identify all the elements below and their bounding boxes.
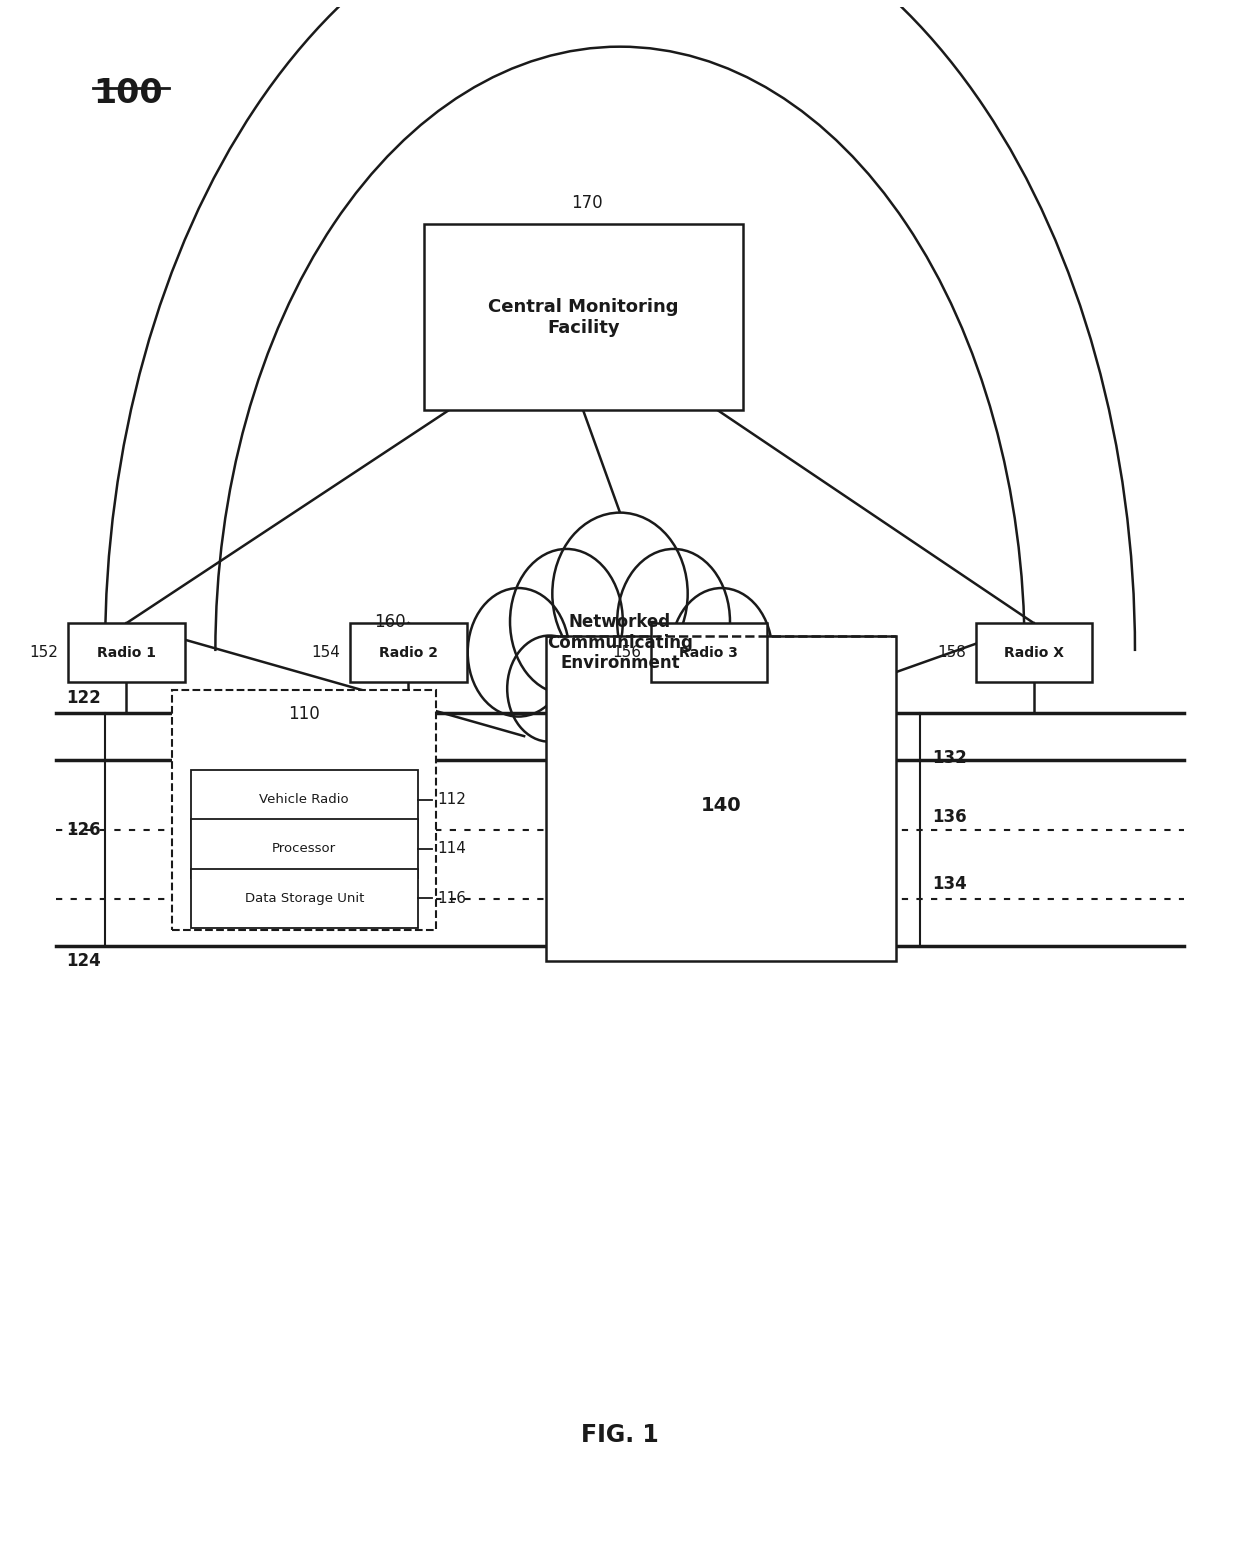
- Text: 114: 114: [438, 841, 466, 857]
- Text: Radio 2: Radio 2: [379, 645, 438, 659]
- Ellipse shape: [611, 645, 691, 744]
- Bar: [651, 623, 768, 683]
- Text: 126: 126: [66, 821, 100, 838]
- Text: 152: 152: [30, 645, 58, 661]
- Text: 134: 134: [932, 875, 967, 893]
- Text: Vehicle Radio: Vehicle Radio: [259, 794, 350, 806]
- Text: Radio 1: Radio 1: [97, 645, 156, 659]
- Ellipse shape: [467, 589, 569, 717]
- Text: 116: 116: [438, 891, 466, 905]
- Text: 136: 136: [932, 808, 967, 827]
- Text: Radio 3: Radio 3: [680, 645, 738, 659]
- Text: 154: 154: [311, 645, 341, 661]
- Text: 112: 112: [438, 792, 466, 808]
- Text: FIG. 1: FIG. 1: [582, 1423, 658, 1447]
- Bar: [547, 636, 895, 962]
- Text: 122: 122: [66, 689, 100, 706]
- Text: 140: 140: [701, 796, 742, 814]
- Ellipse shape: [549, 645, 629, 744]
- Text: Networked
Communicating
Environment: Networked Communicating Environment: [547, 612, 693, 672]
- Ellipse shape: [671, 589, 773, 717]
- Ellipse shape: [580, 661, 660, 750]
- Bar: [191, 869, 418, 927]
- Bar: [172, 691, 436, 930]
- Ellipse shape: [510, 550, 622, 694]
- Text: 158: 158: [937, 645, 966, 661]
- Text: 124: 124: [66, 952, 100, 971]
- Bar: [424, 224, 743, 410]
- Text: Radio X: Radio X: [1004, 645, 1064, 659]
- Text: 100: 100: [93, 77, 162, 110]
- Text: 110: 110: [289, 705, 320, 723]
- Bar: [350, 623, 466, 683]
- Text: Data Storage Unit: Data Storage Unit: [244, 891, 365, 905]
- Ellipse shape: [552, 512, 688, 675]
- Text: Central Monitoring
Facility: Central Monitoring Facility: [489, 298, 678, 337]
- Text: 160: 160: [373, 612, 405, 631]
- Bar: [191, 770, 418, 830]
- Ellipse shape: [618, 550, 730, 694]
- Bar: [191, 819, 418, 879]
- Ellipse shape: [649, 636, 733, 742]
- Bar: [68, 623, 185, 683]
- Text: 132: 132: [932, 749, 967, 767]
- Text: Processor: Processor: [273, 843, 336, 855]
- Text: 170: 170: [570, 194, 603, 211]
- Text: 156: 156: [611, 645, 641, 661]
- Bar: [976, 623, 1092, 683]
- Ellipse shape: [507, 636, 591, 742]
